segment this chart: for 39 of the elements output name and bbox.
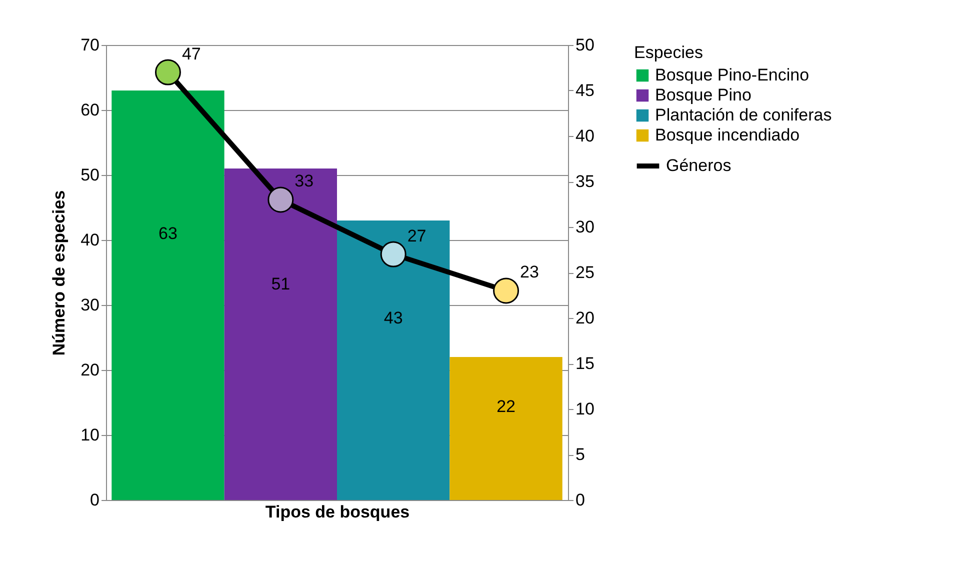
data-label: 47 bbox=[182, 44, 201, 64]
point bbox=[380, 241, 406, 268]
point bbox=[154, 59, 181, 86]
data-label: 51 bbox=[271, 274, 290, 294]
y2-tick-label: 45 bbox=[576, 81, 594, 100]
y-tick-label: 0 bbox=[90, 490, 100, 510]
legend-label: Plantación de coniferas bbox=[655, 106, 832, 124]
y2-tick-label: 35 bbox=[576, 172, 594, 191]
y2-tick-label: 25 bbox=[576, 263, 594, 282]
point bbox=[493, 278, 520, 304]
y2-tick-label: 30 bbox=[576, 218, 594, 236]
y2-tick-label: 50 bbox=[576, 36, 594, 54]
data-label: 22 bbox=[496, 397, 516, 416]
y-axis-title: Número de especies bbox=[50, 190, 69, 356]
y-tick-label: 50 bbox=[80, 166, 100, 184]
y-tick-label: 60 bbox=[80, 100, 100, 120]
legend-title: Especies bbox=[634, 43, 703, 62]
y2-tick-label: 5 bbox=[576, 445, 585, 464]
y2-tick-label: 0 bbox=[576, 490, 585, 510]
legend-label: Bosque Pino bbox=[655, 86, 752, 104]
y-tick-label: 20 bbox=[80, 360, 100, 380]
data-label: 43 bbox=[384, 308, 403, 328]
data-label: 33 bbox=[294, 172, 314, 191]
x-axis-title: Tipos de bosques bbox=[265, 502, 410, 522]
y2-tick-label: 15 bbox=[576, 354, 594, 373]
y-tick-label: 40 bbox=[80, 230, 100, 250]
y2-tick-label: 40 bbox=[576, 126, 594, 146]
y-tick-label: 10 bbox=[80, 426, 100, 444]
data-label: 23 bbox=[520, 262, 539, 282]
y-tick-label: 30 bbox=[80, 296, 100, 314]
y2-tick-label: 20 bbox=[576, 308, 594, 328]
legend-label: Géneros bbox=[666, 156, 732, 175]
y-tick-label: 70 bbox=[80, 36, 100, 54]
legend-label: Bosque Pino-Encino bbox=[655, 66, 810, 84]
legend-label: Bosque incendiado bbox=[655, 126, 800, 144]
y2-tick-label: 10 bbox=[576, 400, 594, 418]
data-label: 63 bbox=[158, 224, 178, 243]
data-label: 27 bbox=[407, 226, 426, 246]
point bbox=[268, 186, 294, 213]
